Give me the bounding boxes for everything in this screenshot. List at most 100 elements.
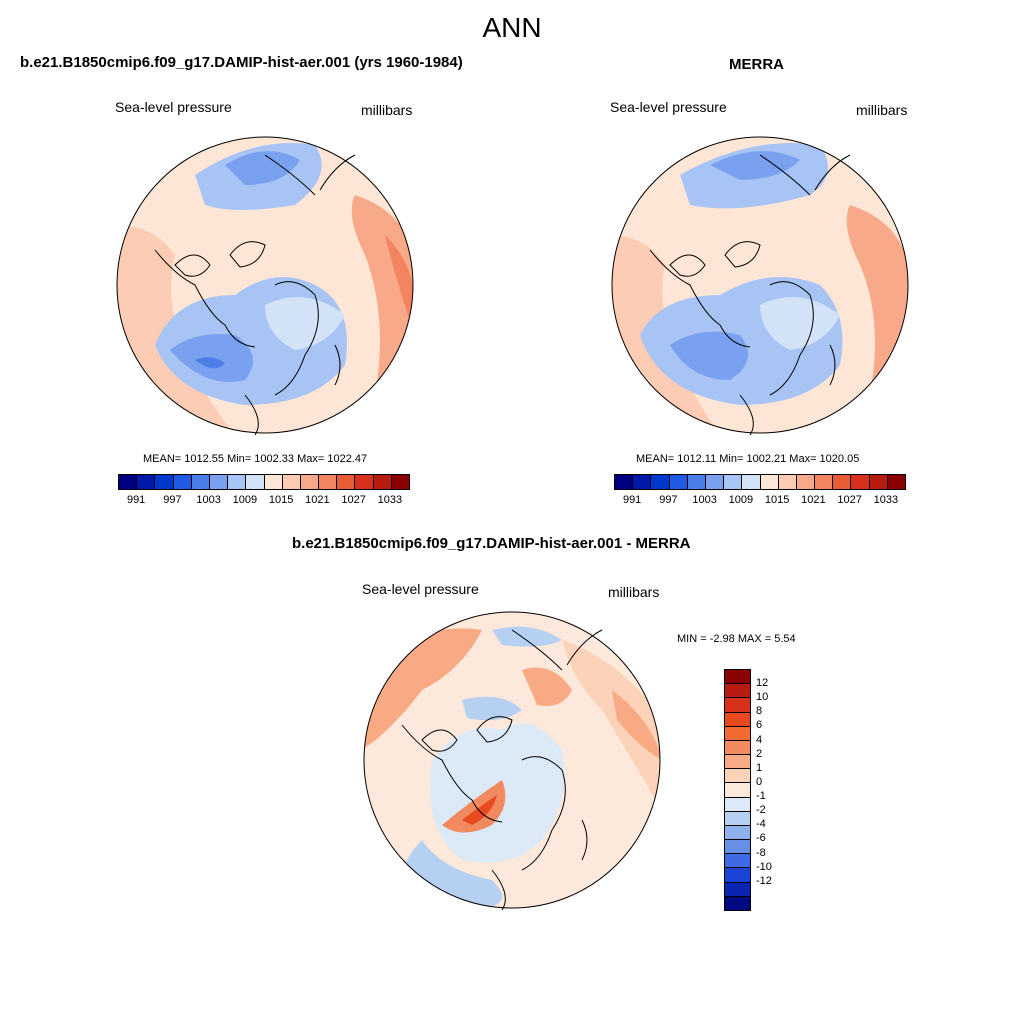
panel-1-colorbar-swatch (337, 475, 356, 489)
panel-2-colorbar-swatch (724, 475, 743, 489)
panel-3-stats: MIN = -2.98 MAX = 5.54 (677, 633, 796, 645)
panel-1-stats: MEAN= 1012.55 Min= 1002.33 Max= 1022.47 (143, 453, 368, 465)
panel-2-colorbar-swatch (669, 475, 688, 489)
panel-1-colorbar-swatch (391, 475, 409, 489)
panel-2-colorbar-swatch (833, 475, 852, 489)
panel-3-colorbar-swatch (725, 684, 750, 699)
panel-3-units-label: millibars (608, 584, 660, 600)
panel-2-colorbar-swatch (633, 475, 652, 489)
panel-2-colorbar-tick-label: 1027 (837, 494, 862, 506)
panel-3-colorbar-tick-label: 2 (756, 747, 763, 760)
panel-3-colorbar-swatch (725, 882, 750, 897)
panel-2-title: MERRA (729, 56, 784, 73)
panel-1-polar-map (116, 136, 414, 435)
panel-3-colorbar-ticks: 12 10 8 6 4 2 1 0 -1 -2 -4 -6 -8 -10 -12 (756, 669, 796, 909)
panel-1-colorbar-swatch (155, 475, 174, 489)
panel-1-colorbar-swatch (373, 475, 392, 489)
panel-2-colorbar-tick-label: 1009 (728, 494, 754, 506)
panel-1-colorbar-swatch (191, 475, 210, 489)
panel-2-colorbar-tick-label: 1003 (692, 494, 717, 506)
panel-1-colorbar-swatch (137, 475, 156, 489)
panel-3-colorbar-swatch (725, 896, 750, 910)
panel-2-colorbar-swatch (705, 475, 725, 489)
panel-1-colorbar-tick-label: 1033 (377, 494, 403, 506)
panel-1-colorbar-tick-label: 1027 (341, 494, 366, 506)
panel-2-colorbar-swatch (815, 475, 834, 489)
panel-1-colorbar-swatch (355, 475, 374, 489)
panel-3-colorbar-swatch (725, 769, 750, 784)
panel-3-colorbar-tick-label: 8 (756, 705, 763, 718)
panel-1-colorbar-tick-label: 1009 (232, 494, 258, 506)
panel-3-variable-label: Sea-level pressure (362, 581, 479, 597)
panel-3-colorbar-tick-label: -4 (756, 818, 766, 831)
panel-3-colorbar-tick-label: 6 (756, 719, 763, 732)
panel-3-colorbar-tick-label: -2 (756, 804, 766, 817)
panel-1-colorbar-tick-label: 1021 (305, 494, 330, 506)
panel-3-colorbar-tick-label: -1 (756, 790, 766, 803)
panel-1-colorbar-swatch (228, 475, 247, 489)
panel-2-colorbar-swatch (796, 475, 816, 489)
panel-1-colorbar-tick-label: 997 (163, 494, 182, 506)
panel-2-colorbar-swatch (615, 475, 634, 489)
panel-2-colorbar-swatch (869, 475, 888, 489)
panel-3-colorbar-tick-label: -8 (756, 846, 766, 859)
panel-2-polar-map (611, 136, 909, 435)
panel-2-colorbar-swatch (778, 475, 797, 489)
panel-2-colorbar-swatch (742, 475, 761, 489)
panel-1-colorbar-tick-label: 1015 (268, 494, 294, 506)
panel-3-colorbar-tick-label: 12 (756, 677, 769, 690)
panel-2-colorbar-tick-label: 1021 (801, 494, 826, 506)
panel-2-colorbar-swatch (887, 475, 905, 489)
panel-3-colorbar-tick-label: -6 (756, 832, 766, 845)
panel-3-colorbar-tick-label: -10 (756, 860, 772, 873)
panel-2-stats: MEAN= 1012.11 Min= 1002.21 Max= 1020.05 (636, 453, 860, 465)
panel-2-colorbar-swatch (651, 475, 670, 489)
panel-3-colorbar-tick-label: 10 (756, 691, 769, 704)
panel-3-colorbar-swatch (725, 797, 750, 812)
panel-1-colorbar-swatch (119, 475, 138, 489)
panel-3-colorbar-tick-label: -12 (756, 874, 772, 887)
panel-1-colorbar-swatch (319, 475, 338, 489)
panel-1-colorbar (118, 474, 410, 490)
panel-2-colorbar-swatch (760, 475, 779, 489)
panel-3-colorbar-swatch (725, 868, 750, 883)
panel-3-polar-map (363, 611, 661, 910)
panel-1-colorbar-tick-label: 1003 (196, 494, 221, 506)
panel-3-colorbar-swatch (725, 698, 750, 713)
panel-2-colorbar-tick-label: 1033 (873, 494, 899, 506)
panel-2-variable-label: Sea-level pressure (610, 99, 727, 115)
panel-2-units-label: millibars (856, 102, 908, 118)
panel-3-colorbar-swatch (725, 783, 750, 798)
panel-1-colorbar-swatch (300, 475, 320, 489)
panel-1-variable-label: Sea-level pressure (115, 99, 232, 115)
panel-3-colorbar-swatch (725, 712, 750, 727)
panel-3-colorbar-swatch (725, 740, 750, 756)
panel-1-title: b.e21.B1850cmip6.f09_g17.DAMIP-hist-aer.… (20, 54, 463, 71)
figure-title: ANN (482, 12, 542, 43)
panel-3-colorbar-tick-label: 0 (756, 775, 763, 788)
panel-3-colorbar-swatch (725, 670, 750, 685)
panel-2-colorbar (614, 474, 906, 490)
panel-1-units-label: millibars (361, 102, 413, 118)
panel-2-colorbar-tick-label: 997 (659, 494, 678, 506)
panel-3-colorbar-tick-label: 4 (756, 733, 763, 746)
panel-3-colorbar-tick-label: 1 (756, 761, 763, 774)
panel-2-colorbar-tick-label: 991 (622, 494, 642, 506)
panel-3-colorbar (724, 669, 751, 911)
panel-1-colorbar-tick-label: 991 (126, 494, 146, 506)
panel-1-colorbar-swatch (246, 475, 265, 489)
panel-2-colorbar-tick-label: 1015 (764, 494, 790, 506)
panel-1-colorbar-swatch (282, 475, 301, 489)
panel-1-colorbar-swatch (264, 475, 283, 489)
panel-3-colorbar-swatch (725, 840, 750, 855)
panel-1-colorbar-swatch (173, 475, 192, 489)
panel-3-title: b.e21.B1850cmip6.f09_g17.DAMIP-hist-aer.… (292, 535, 691, 552)
panel-1-colorbar-swatch (209, 475, 229, 489)
panel-2-colorbar-swatch (851, 475, 870, 489)
panel-2-colorbar-swatch (687, 475, 706, 489)
panel-3-colorbar-swatch (725, 726, 750, 741)
panel-3-colorbar-swatch (725, 854, 750, 869)
panel-3-colorbar-swatch (725, 825, 750, 841)
panel-3-colorbar-swatch (725, 755, 750, 770)
panel-3-colorbar-swatch (725, 811, 750, 826)
